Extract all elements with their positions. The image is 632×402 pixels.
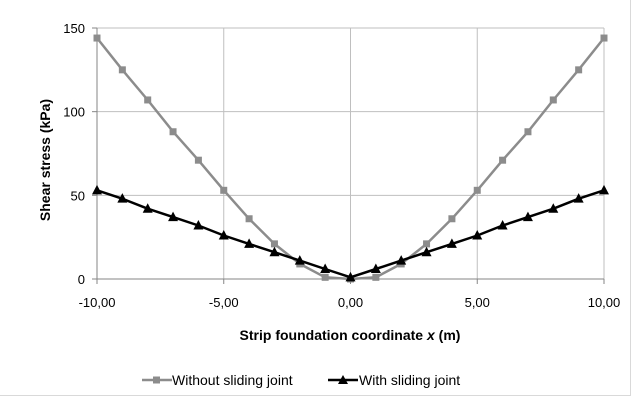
chart-border xyxy=(0,0,631,396)
chart: 0 50 100 150 -10,00 -5,00 0,00 5,00 10,00 Shear … xyxy=(0,0,632,397)
